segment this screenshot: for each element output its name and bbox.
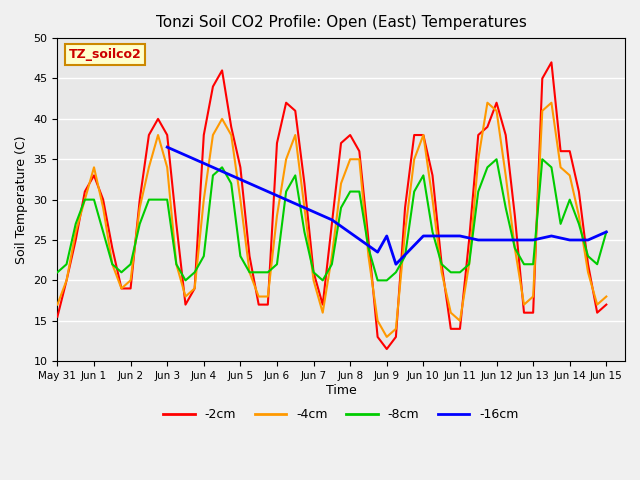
Y-axis label: Soil Temperature (C): Soil Temperature (C) [15, 135, 28, 264]
Text: TZ_soilco2: TZ_soilco2 [68, 48, 141, 61]
Legend: -2cm, -4cm, -8cm, -16cm: -2cm, -4cm, -8cm, -16cm [158, 403, 524, 426]
X-axis label: Time: Time [326, 384, 356, 396]
Title: Tonzi Soil CO2 Profile: Open (East) Temperatures: Tonzi Soil CO2 Profile: Open (East) Temp… [156, 15, 527, 30]
